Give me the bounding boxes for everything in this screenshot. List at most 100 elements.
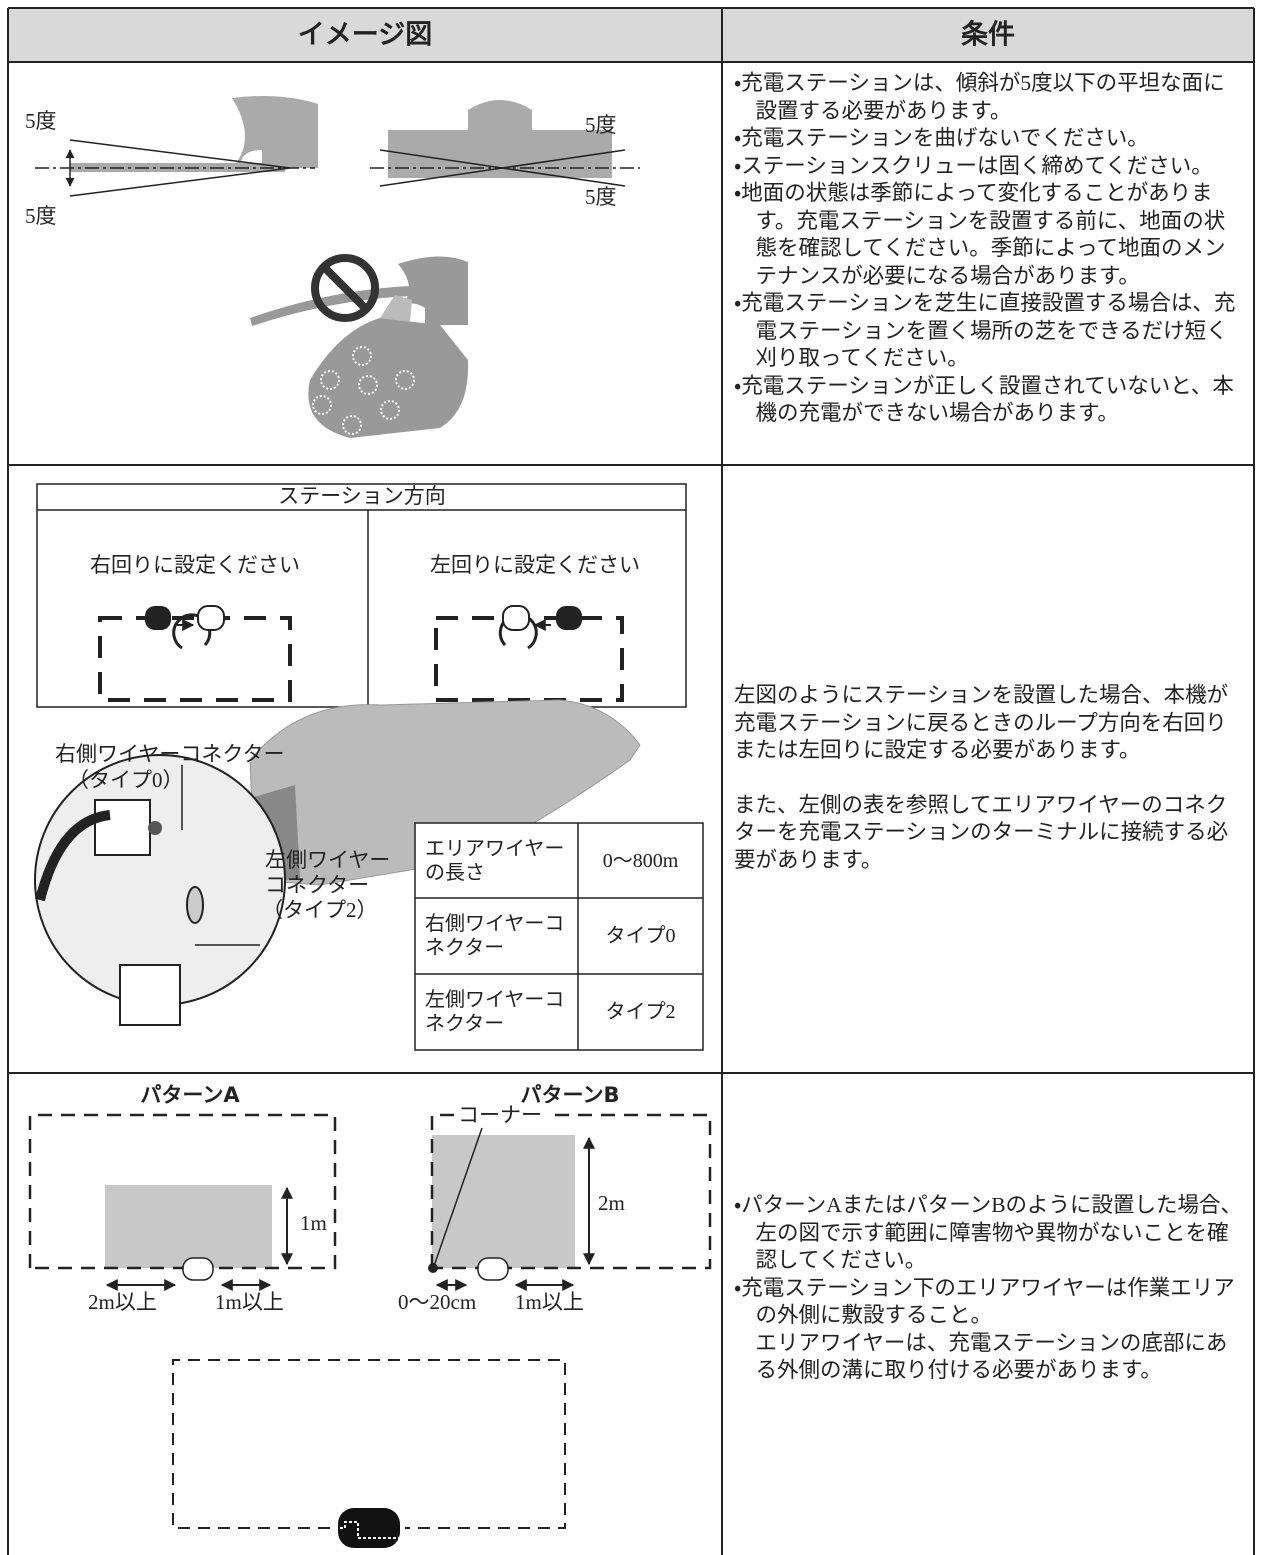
station-connector-diagram (34, 699, 641, 1026)
shape (477, 1257, 509, 1281)
shape (434, 616, 624, 702)
slope-diagram-right (370, 100, 640, 187)
pattern-title: パターンA (140, 1083, 240, 1107)
condition: また、左側の表を参照してエリアワイヤーのコネクターを充電ステーションのターミナル… (734, 792, 1229, 872)
shape (232, 96, 318, 168)
shape (352, 346, 372, 366)
condition: ・充電ステーションを曲げないでください。 (734, 126, 1149, 150)
shape (380, 295, 412, 322)
shape (433, 1127, 483, 1267)
condition: ・充電ステーションが正しく設置されていないと、本機の充電ができない場合があります… (734, 373, 1234, 426)
shape (358, 375, 378, 395)
shape (308, 318, 469, 438)
condition: ・パターンAまたはパターンBのように設置した場合、左の図で示す範囲に障害物や異物… (734, 1193, 1243, 1272)
shape (172, 613, 212, 650)
shape (322, 265, 369, 312)
wire-table-cell: タイプ2 (605, 1000, 676, 1023)
conditions-cell: ・パターンAまたはパターンBのように設置した場合、左の図で示す範囲に障害物や異物… (734, 1192, 1246, 1385)
direction-box (36, 483, 687, 708)
wire-table-cell: エリアワイヤーの長さ (425, 837, 565, 884)
connector-label: コネクター (265, 873, 369, 897)
header-cell: イメージ図 (298, 20, 432, 51)
condition: ・地面の状態は季節によって変化することがあります。充電ステーションを設置する前に… (734, 181, 1226, 288)
shape (342, 415, 362, 435)
condition: ・ステーションスクリューは固く締めてください。 (734, 153, 1213, 178)
dimension-label: 1m以上 (215, 1290, 284, 1314)
shape (28, 1113, 337, 1270)
condition: ・充電ステーションを芝生に直接設置する場合は、充電ステーションを置く場所の芝をで… (734, 291, 1236, 370)
uneven-ground-prohibited (250, 254, 468, 326)
header-cell: 条件 (961, 20, 1015, 51)
shape (186, 886, 204, 924)
shape (70, 163, 285, 172)
connector-label: 右側ワイヤーコネクター (55, 742, 285, 766)
shape (197, 605, 225, 631)
dimension-label: 2m以上 (88, 1290, 157, 1314)
condition: ・充電ステーションは、傾斜が5度以下の平坦な面に設置する必要があります。 (734, 71, 1225, 123)
connector-label: （タイプ2） (262, 898, 378, 922)
shape (98, 616, 292, 702)
shape (398, 256, 468, 325)
condition: エリアワイヤーは、充電ステーションの底部にある外側の溝に取り付ける必要があります… (755, 1330, 1228, 1383)
shape (69, 139, 291, 169)
shape (380, 400, 400, 420)
dimension-label: 2m (598, 1191, 625, 1215)
direction-option: 左回りに設定ください (430, 553, 640, 577)
shape (69, 167, 291, 197)
shape (94, 799, 151, 856)
shape (172, 1359, 566, 1529)
dimension-label: 1m以上 (515, 1290, 584, 1314)
wire-table: エリアワイヤーの長さ 0〜800m 右側ワイヤーコネクター タイプ0 左側ワイヤーコネク… (415, 823, 703, 1050)
angle-label: 5度 (25, 204, 57, 228)
shape (430, 1113, 712, 1270)
connector-label: （タイプ0） (68, 768, 184, 792)
pattern-a-diagram (28, 1113, 337, 1291)
shape (182, 1257, 214, 1281)
direction-title: ステーション方向 (278, 484, 446, 508)
direction-option: 右回りに設定ください (90, 553, 300, 577)
shape (330, 1521, 400, 1539)
shape (428, 1263, 438, 1273)
slope-diagram-left (35, 96, 318, 197)
angle-label: 5度 (585, 185, 617, 209)
shape (312, 346, 415, 435)
station-icons (145, 605, 582, 631)
angle-label: 5度 (25, 109, 57, 133)
shape (502, 605, 530, 631)
wire-table-cell: 右側ワイヤーコネクター (425, 913, 565, 960)
shape (148, 821, 162, 835)
dimension-label: 0〜20cm (398, 1290, 476, 1314)
shape (455, 1103, 555, 1129)
shape (36, 483, 687, 708)
shape (556, 606, 582, 630)
shape (414, 822, 704, 1051)
wire-table-lines (414, 822, 704, 1051)
shape (35, 810, 111, 902)
shape (432, 1135, 575, 1268)
station-screws (308, 295, 469, 438)
wire-table-cell: タイプ0 (605, 925, 676, 948)
condition: 左図のようにステーションを設置した場合、本機が充電ステーションに戻るときのループ… (734, 683, 1229, 762)
shape (311, 254, 379, 322)
shape (338, 1508, 400, 1548)
shape (312, 395, 332, 415)
shape (320, 370, 340, 390)
wire-under-station-diagram (172, 1359, 566, 1548)
corner-label: コーナー (458, 1103, 542, 1127)
angle-label: 5度 (585, 113, 617, 137)
loop-diagrams (98, 613, 624, 702)
wire-table-cell: 0〜800m (602, 849, 679, 872)
connector-label: 左側ワイヤー (265, 848, 390, 872)
wire-table-cell: 左側ワイヤーコネクター (425, 988, 565, 1035)
shape (119, 964, 181, 1026)
header-bg (8, 8, 1254, 62)
shape (145, 606, 171, 630)
condition: ・充電ステーション下のエリアワイヤーは作業エリアの外側に敷設すること。 (734, 1275, 1235, 1328)
shape (105, 1185, 272, 1268)
table-lines (7, 7, 1255, 1555)
conditions-cell: 左図のようにステーションを設置した場合、本機が充電ステーションに戻るときのループ… (734, 682, 1246, 874)
shape (388, 100, 612, 178)
